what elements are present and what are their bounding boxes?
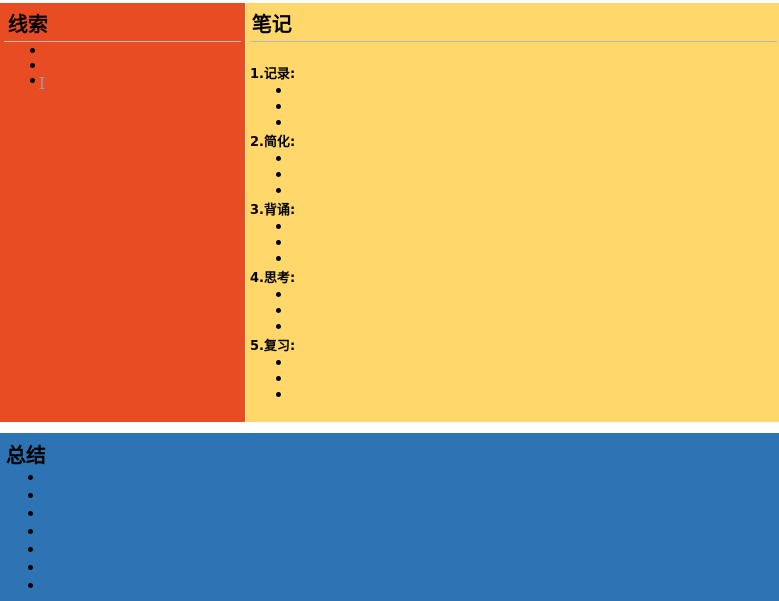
bullet-icon (276, 120, 281, 125)
notes-sections: 1.记录: 2.简化: 3.背诵: (250, 67, 777, 403)
list-item[interactable] (4, 577, 775, 595)
bullet-icon (28, 511, 33, 516)
section-list[interactable] (250, 219, 777, 267)
bullet-icon (276, 188, 281, 193)
notes-section-recite: 3.背诵: (250, 203, 777, 267)
bullet-icon (30, 63, 35, 68)
notes-section-record: 1.记录: (250, 67, 777, 131)
list-item[interactable] (4, 58, 241, 73)
notes-section-review: 5.复习: (250, 339, 777, 403)
list-item[interactable] (250, 371, 777, 387)
section-list[interactable] (250, 355, 777, 403)
bullet-icon (276, 392, 281, 397)
list-item[interactable] (250, 287, 777, 303)
list-item[interactable] (4, 523, 775, 541)
clues-list[interactable] (4, 43, 241, 88)
bullet-icon (276, 292, 281, 297)
notes-title: 笔记 (252, 12, 292, 36)
bullet-icon (276, 88, 281, 93)
bullet-icon (30, 48, 35, 53)
bullet-icon (276, 240, 281, 245)
list-item[interactable] (250, 387, 777, 403)
section-heading: 5.复习: (250, 339, 296, 354)
bullet-icon (276, 156, 281, 161)
list-item[interactable] (250, 219, 777, 235)
list-item[interactable] (250, 167, 777, 183)
section-heading: 2.简化: (250, 135, 296, 150)
list-item[interactable] (250, 99, 777, 115)
bullet-icon (28, 565, 33, 570)
section-list[interactable] (250, 83, 777, 131)
section-list[interactable] (250, 151, 777, 199)
list-item[interactable] (4, 505, 775, 523)
bullet-icon (28, 475, 33, 480)
bullet-icon (276, 256, 281, 261)
bullet-icon (28, 583, 33, 588)
list-item[interactable] (4, 487, 775, 505)
bullet-icon (276, 324, 281, 329)
bullet-icon (276, 104, 281, 109)
notes-divider (250, 41, 777, 42)
list-item[interactable] (250, 251, 777, 267)
bullet-icon (28, 547, 33, 552)
bullet-icon (276, 224, 281, 229)
bullet-icon (30, 78, 35, 83)
notes-panel[interactable]: 笔记 1.记录: 2.简化: 3.背诵: (246, 3, 779, 422)
text-cursor-icon (39, 76, 45, 90)
list-item[interactable] (4, 469, 775, 487)
notes-section-reflect: 4.思考: (250, 271, 777, 335)
list-item[interactable] (250, 83, 777, 99)
bullet-icon (276, 172, 281, 177)
section-heading: 4.思考: (250, 271, 296, 286)
list-item[interactable] (4, 541, 775, 559)
bullet-icon (28, 493, 33, 498)
list-item[interactable] (250, 355, 777, 371)
list-item[interactable] (250, 319, 777, 335)
list-item[interactable] (250, 303, 777, 319)
section-list[interactable] (250, 287, 777, 335)
list-item[interactable] (250, 151, 777, 167)
section-heading: 3.背诵: (250, 203, 296, 218)
bullet-icon (276, 360, 281, 365)
list-item[interactable] (4, 73, 241, 88)
list-item[interactable] (250, 115, 777, 131)
list-item[interactable] (250, 235, 777, 251)
clues-panel[interactable]: 线索 (0, 3, 245, 422)
notes-section-simplify: 2.简化: (250, 135, 777, 199)
list-item[interactable] (250, 183, 777, 199)
bullet-icon (276, 308, 281, 313)
bullet-icon (276, 376, 281, 381)
summary-title: 总结 (6, 443, 46, 467)
section-heading: 1.记录: (250, 67, 296, 82)
list-item[interactable] (4, 559, 775, 577)
list-item[interactable] (4, 43, 241, 58)
clues-divider (4, 41, 241, 42)
summary-list[interactable] (4, 469, 775, 595)
clues-title: 线索 (8, 12, 48, 36)
summary-panel[interactable]: 总结 (0, 433, 779, 601)
bullet-icon (28, 529, 33, 534)
